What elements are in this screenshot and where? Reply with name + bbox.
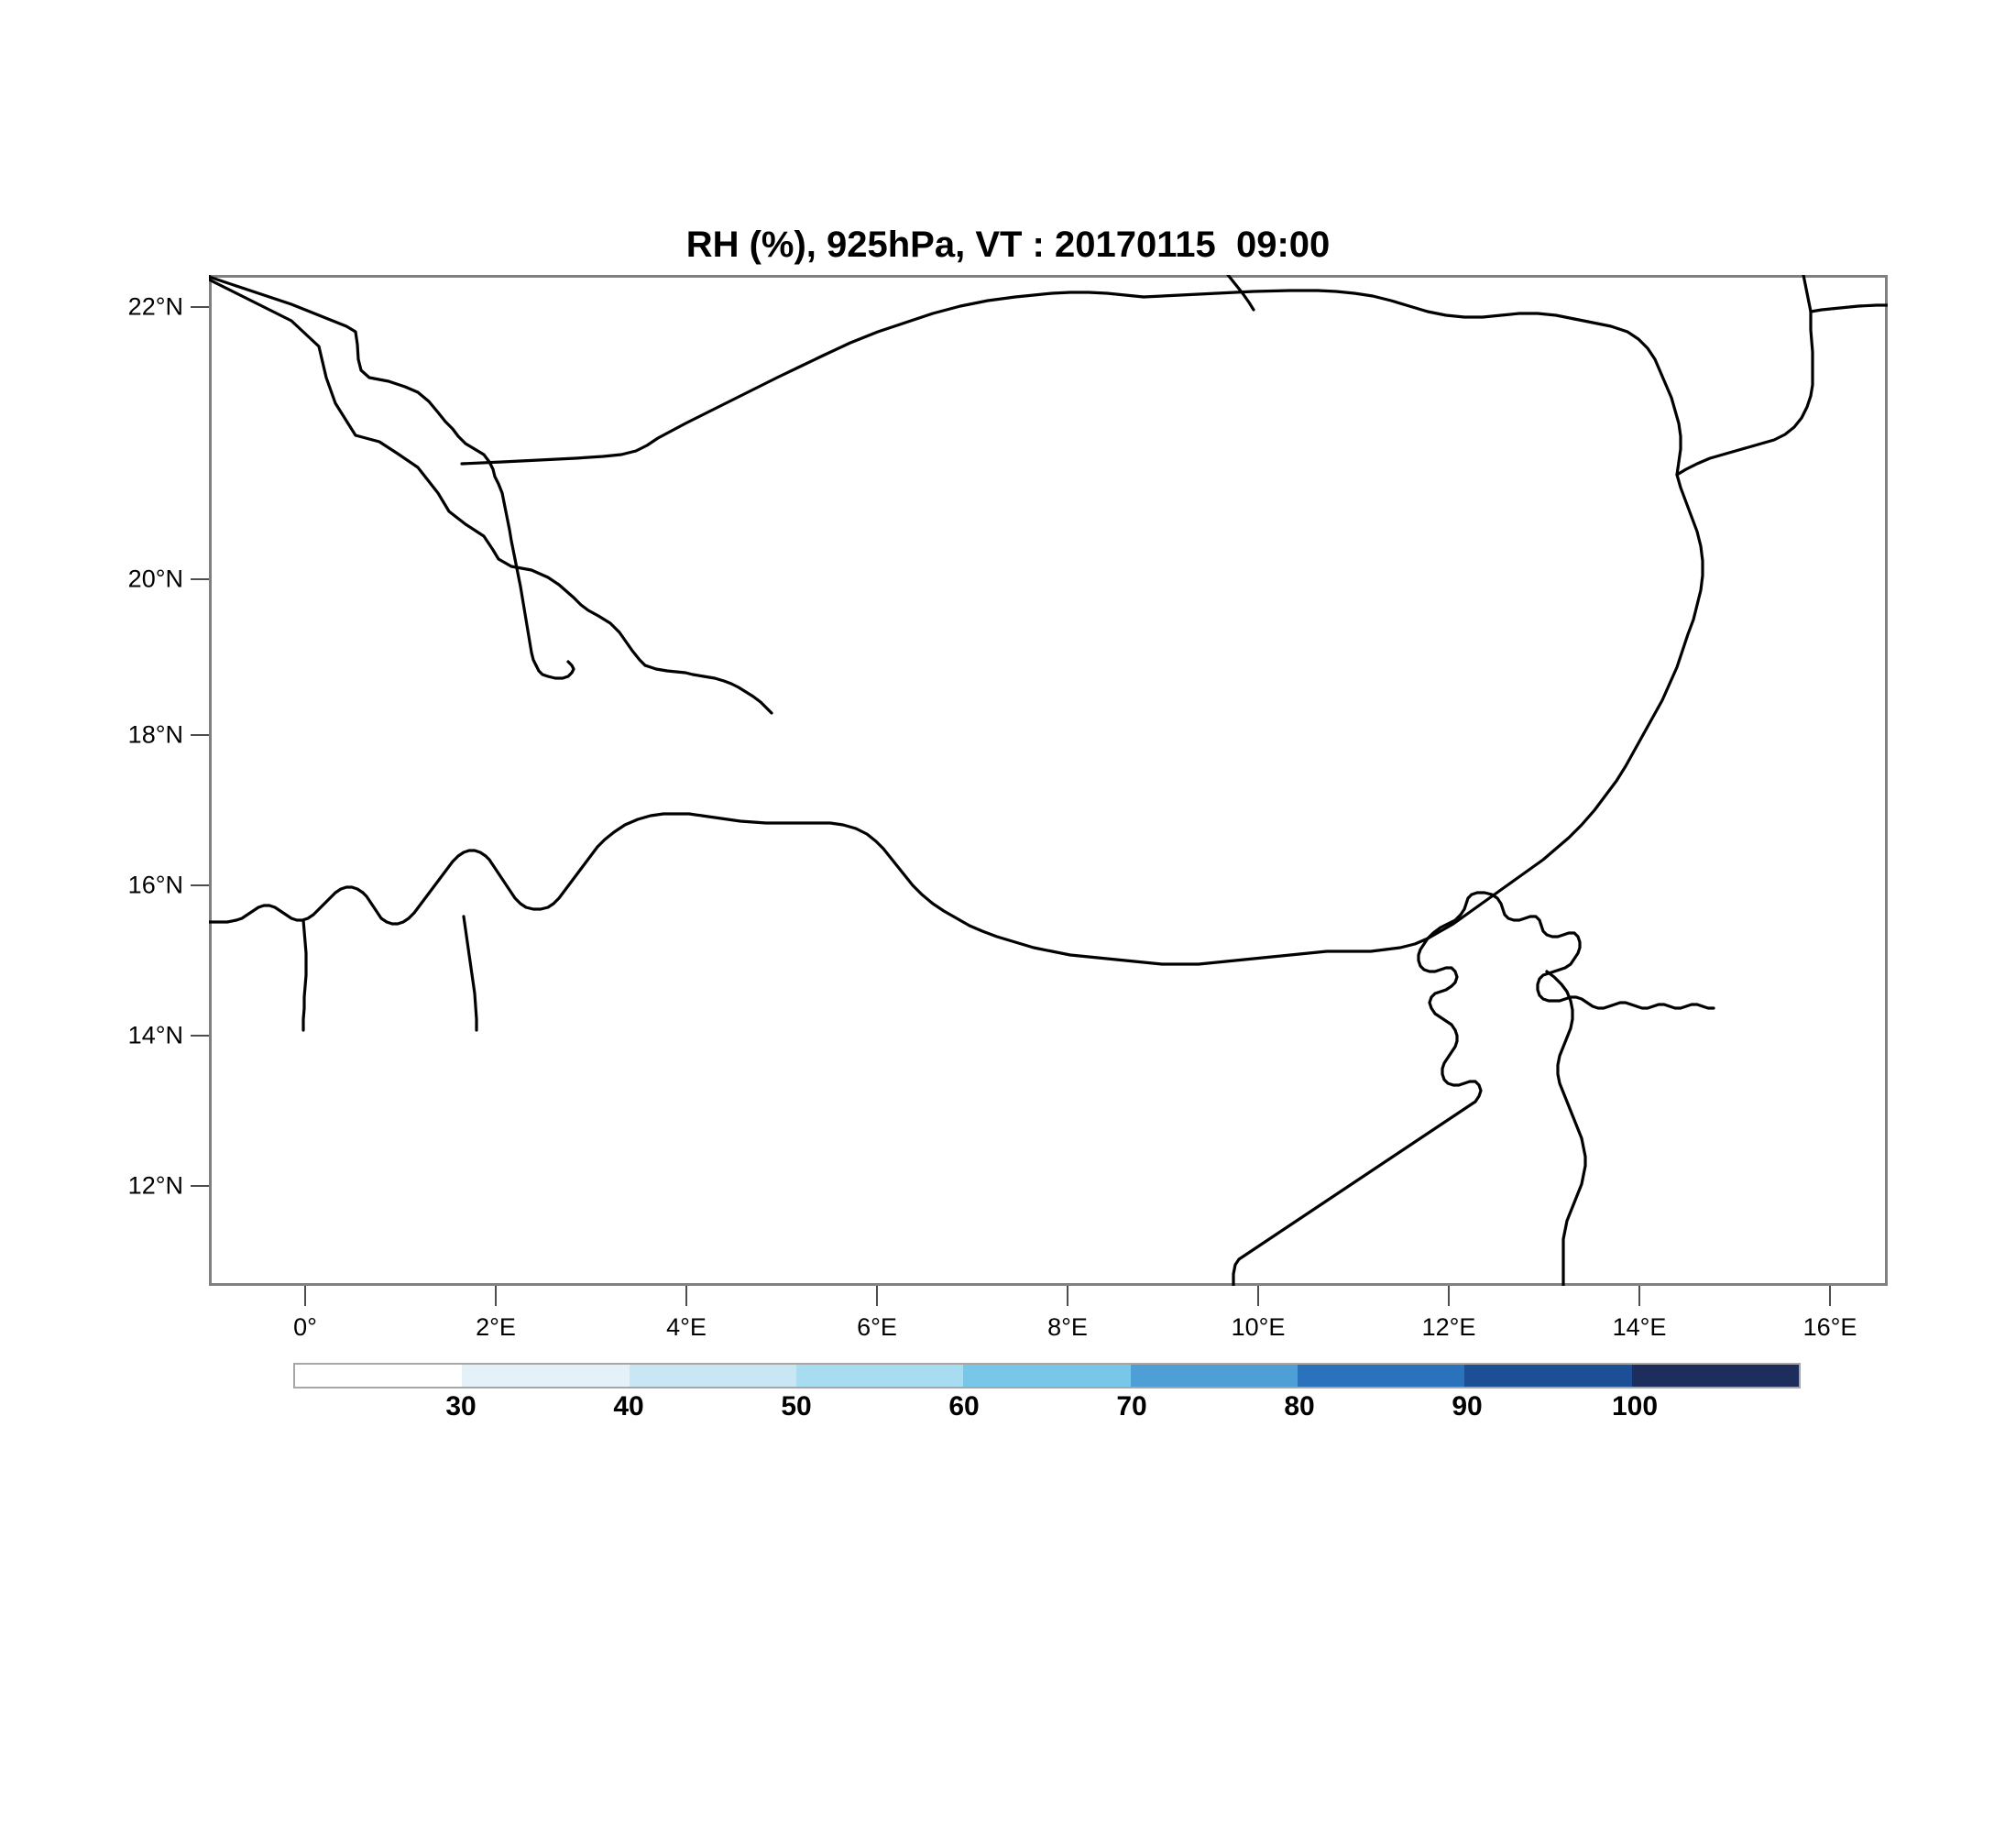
xtick-mark-8e bbox=[1067, 1286, 1068, 1306]
border-niger-chad-east bbox=[1426, 473, 1704, 940]
border-benin-nigeria-spur bbox=[462, 915, 478, 1032]
xtick-label-0: 0° bbox=[293, 1313, 317, 1341]
map-frame-border bbox=[209, 275, 1888, 1286]
colorbar-segment-4 bbox=[963, 1365, 1131, 1387]
border-burkina-benin-spur bbox=[301, 918, 308, 1032]
xtick-mark-16e bbox=[1829, 1286, 1831, 1306]
colorbar-segment-0 bbox=[295, 1365, 463, 1387]
xtick-label-6e: 6°E bbox=[857, 1313, 897, 1341]
colorbar-tick-100: 100 bbox=[1611, 1391, 1659, 1421]
border-ne-top-right bbox=[1809, 303, 1888, 313]
xtick-label-12e: 12°E bbox=[1421, 1313, 1476, 1341]
xtick-label-14e: 14°E bbox=[1612, 1313, 1667, 1341]
ytick-mark-18n bbox=[191, 734, 211, 736]
ytick-mark-20n bbox=[191, 578, 211, 580]
xtick-mark-2e bbox=[495, 1286, 497, 1306]
page-title: RH (%), 925hPa, VT : 20170115 09:00 bbox=[685, 225, 1331, 265]
border-libya-chad bbox=[1572, 317, 1682, 477]
border-niger-burkina bbox=[209, 885, 365, 924]
shoreline-lake-chad-south bbox=[1232, 937, 1483, 1286]
xtick-mark-12e bbox=[1448, 1286, 1450, 1306]
border-algeria-mali bbox=[209, 275, 517, 561]
ytick-label-16n: 16°N bbox=[127, 871, 183, 899]
border-ne-spur bbox=[1802, 275, 1813, 313]
colorbar-segment-8 bbox=[1631, 1365, 1799, 1387]
colorbar-tick-50: 50 bbox=[781, 1391, 812, 1421]
xtick-mark-0 bbox=[304, 1286, 306, 1306]
colorbar-tick-30: 30 bbox=[445, 1391, 477, 1421]
colorbar-tick-90: 90 bbox=[1452, 1391, 1483, 1421]
colorbar-segment-1 bbox=[462, 1365, 630, 1387]
colorbar-segment-7 bbox=[1464, 1365, 1632, 1387]
colorbar-tick-80: 80 bbox=[1284, 1391, 1315, 1421]
xtick-label-16e: 16°E bbox=[1802, 1313, 1857, 1341]
colorbar-segment-6 bbox=[1297, 1365, 1465, 1387]
ytick-label-18n: 18°N bbox=[127, 720, 183, 749]
xtick-mark-4e bbox=[685, 1286, 687, 1306]
border-mali-niger-vertical bbox=[513, 557, 538, 667]
border-niger-libya bbox=[1142, 289, 1576, 321]
border-niger-benin bbox=[361, 849, 583, 926]
colorbar-segment-2 bbox=[629, 1365, 796, 1387]
ytick-mark-12n bbox=[191, 1185, 211, 1187]
xtick-label-8e: 8°E bbox=[1047, 1313, 1088, 1341]
colorbar-tick-60: 60 bbox=[948, 1391, 980, 1421]
xtick-label-2e: 2°E bbox=[476, 1313, 516, 1341]
border-mali-niger-step bbox=[534, 660, 575, 680]
xtick-label-4e: 4°E bbox=[666, 1313, 707, 1341]
boundary-paths bbox=[209, 275, 1888, 1286]
ytick-mark-14n bbox=[191, 1035, 211, 1037]
ytick-mark-22n bbox=[191, 306, 211, 308]
xtick-mark-6e bbox=[876, 1286, 878, 1306]
country-boundaries-layer bbox=[209, 275, 1888, 1286]
map-plot-area[interactable] bbox=[209, 275, 1888, 1286]
xtick-mark-10e bbox=[1257, 1286, 1259, 1306]
border-niger-nigeria bbox=[579, 812, 1430, 966]
xtick-label-10e: 10°E bbox=[1231, 1313, 1286, 1341]
colorbar-tick-70: 70 bbox=[1116, 1391, 1147, 1421]
colorbar[interactable] bbox=[293, 1363, 1801, 1388]
shoreline-lake-chad-east bbox=[1545, 970, 1587, 1286]
colorbar-segment-5 bbox=[1130, 1365, 1298, 1387]
border-algeria-niger-northeast bbox=[460, 291, 1145, 466]
ytick-label-22n: 22°N bbox=[127, 292, 183, 321]
border-algeria-libya-spur bbox=[1226, 275, 1255, 312]
colorbar-segment-3 bbox=[795, 1365, 964, 1387]
ytick-label-20n: 20°N bbox=[127, 565, 183, 593]
shoreline-lake-chad-west bbox=[1426, 891, 1715, 1010]
border-mali-burkina-niger bbox=[643, 664, 773, 715]
border-chad-libya-ne bbox=[1675, 310, 1814, 477]
ytick-label-12n: 12°N bbox=[127, 1171, 183, 1200]
ytick-label-14n: 14°N bbox=[127, 1021, 183, 1049]
ytick-mark-16n bbox=[191, 884, 211, 886]
colorbar-tick-40: 40 bbox=[613, 1391, 644, 1421]
xtick-mark-14e bbox=[1638, 1286, 1640, 1306]
border-algeria-mali-niger-west bbox=[209, 278, 647, 667]
